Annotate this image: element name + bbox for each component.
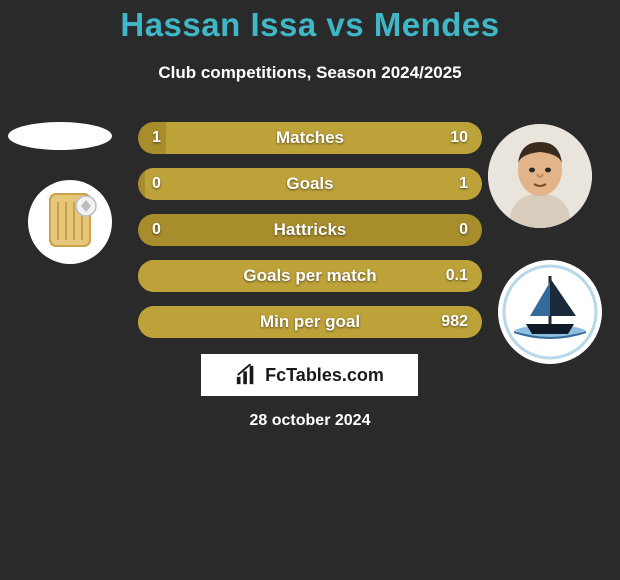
stat-value-right: 10 [450,129,468,147]
stat-value-left: 1 [152,129,161,147]
bars-icon [235,364,257,386]
fctables-badge[interactable]: FcTables.com [201,354,418,396]
player2-avatar [488,124,592,228]
player1-name: Hassan Issa [120,6,316,43]
player2-club-avatar [498,260,602,364]
player-face-icon [488,124,592,228]
stat-row: Min per goal 982 [138,306,482,338]
badge-text: FcTables.com [265,365,384,386]
stat-value-right: 0 [459,221,468,239]
page-title: Hassan Issa vs Mendes [0,6,620,44]
stat-value-right: 0.1 [446,267,468,285]
stat-label: Min per goal [260,312,360,332]
stat-value-right: 1 [459,175,468,193]
stat-label: Goals [286,174,333,194]
stat-row: Matches 1 10 [138,122,482,154]
player2-name: Mendes [374,6,500,43]
stat-value-right: 982 [441,313,468,331]
stats-bars: Matches 1 10 Goals 0 1 Hattricks 0 0 Goals per ma… [138,122,482,338]
stat-label: Hattricks [274,220,347,240]
stat-row: Hattricks 0 0 [138,214,482,246]
stat-label: Goals per match [243,266,376,286]
title-vs: vs [317,6,374,43]
stat-row: Goals per match 0.1 [138,260,482,292]
player1-club-avatar [28,180,112,264]
stat-value-left: 0 [152,175,161,193]
stat-label: Matches [276,128,344,148]
player1-silhouette-ellipse [8,122,112,150]
stat-row: Goals 0 1 [138,168,482,200]
stat-value-left: 0 [152,221,161,239]
sailboat-club-icon [498,260,602,364]
page-subtitle: Club competitions, Season 2024/2025 [0,63,620,83]
trophy-icon [28,180,112,264]
date-line: 28 october 2024 [0,412,620,430]
